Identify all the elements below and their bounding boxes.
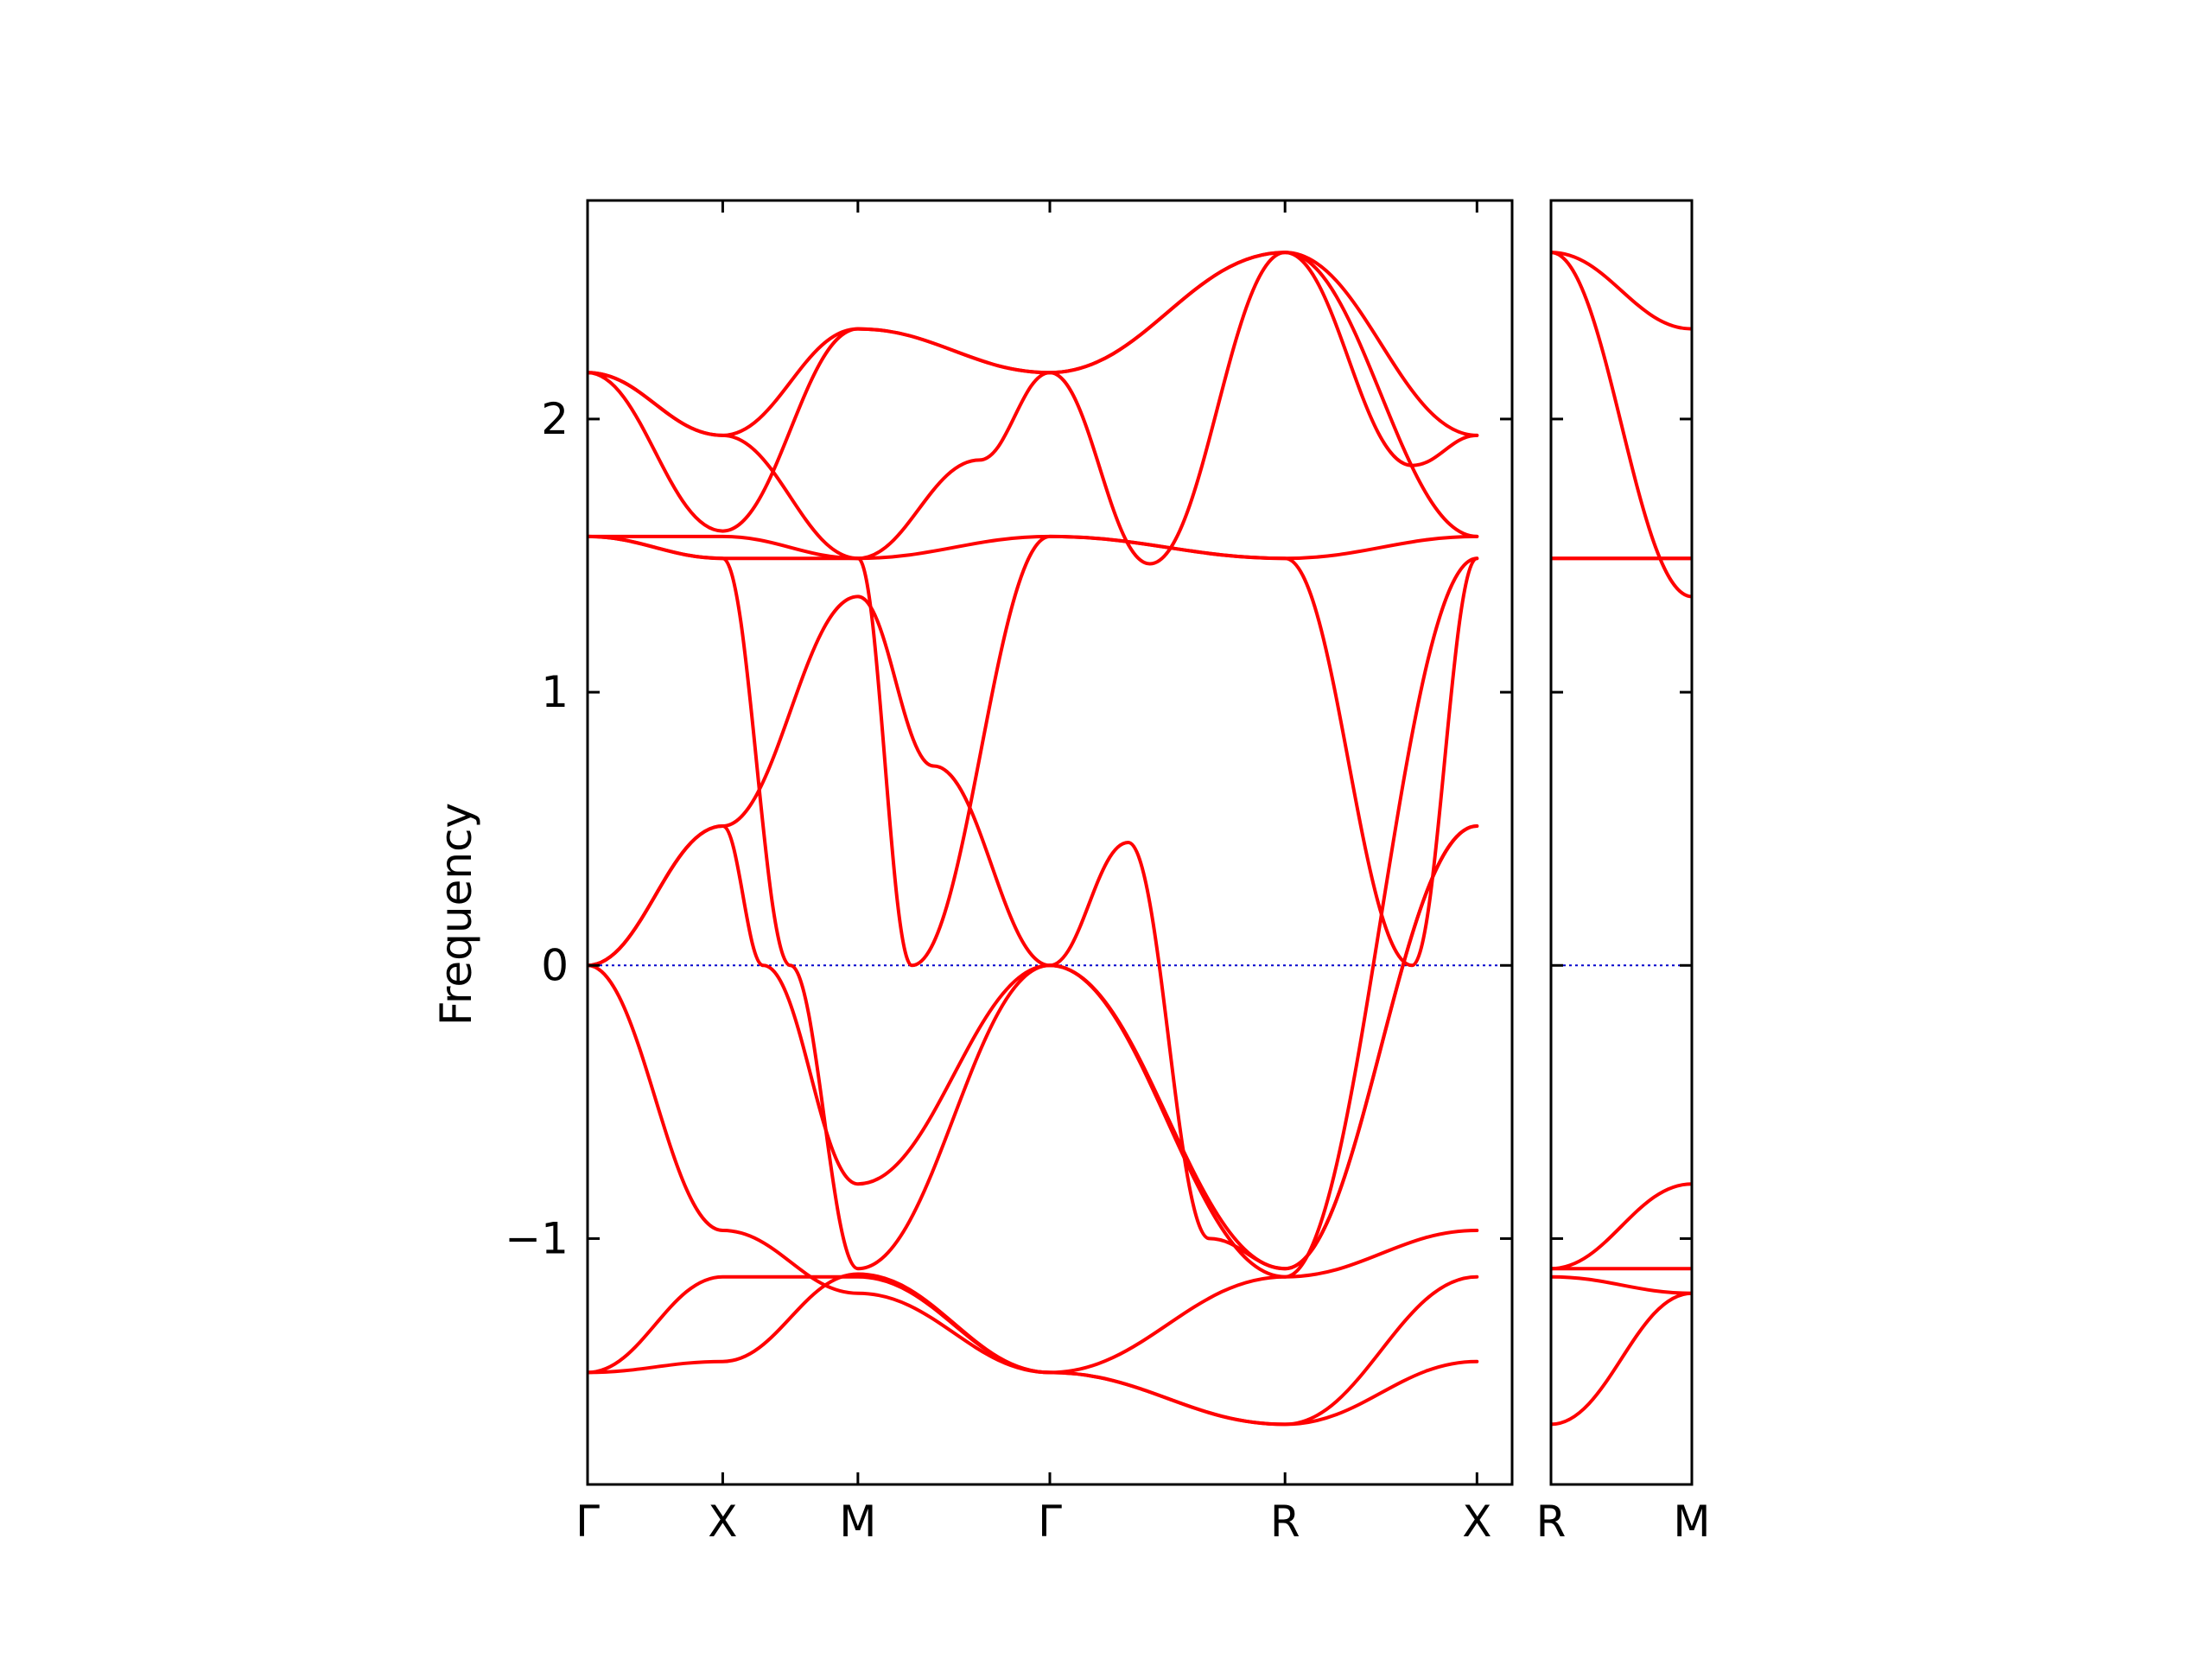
band-1-8 <box>588 534 1479 561</box>
band-1-7 <box>588 534 1479 968</box>
panel-1: Γ X M Γ R X −1 0 1 2 <box>505 199 1514 1547</box>
band-2-7 <box>1551 1274 1692 1295</box>
x-tick-label: Γ <box>1038 1497 1062 1547</box>
band-1-6 <box>588 534 1479 1271</box>
band-1-11 <box>588 251 1479 437</box>
plot-area-1 <box>588 251 1512 1427</box>
band-1-4 <box>588 824 1479 1271</box>
x-tick-label: R <box>1536 1497 1567 1547</box>
band-2-1 <box>1551 251 1692 331</box>
x-tick-label: Γ <box>575 1497 600 1547</box>
band-1-1 <box>588 1272 1479 1427</box>
x-tick-label: M <box>839 1497 876 1547</box>
y-tick-label: 0 <box>541 940 569 990</box>
band-1-3 <box>588 963 1479 1375</box>
panel-frame <box>586 199 1514 1486</box>
band-1-9 <box>588 251 1479 566</box>
x-tick-label: X <box>708 1497 737 1547</box>
y-axis-title: Frequency <box>431 803 481 1026</box>
y-axis-title-group: Frequency <box>431 803 481 1026</box>
panel-frame <box>1549 199 1694 1486</box>
plot-area-2 <box>1551 251 1692 1427</box>
band-1-5 <box>588 556 1479 1279</box>
band-2-2 <box>1551 251 1692 599</box>
x-tick-label: R <box>1270 1497 1300 1547</box>
band-1-10 <box>588 251 1479 561</box>
x-tick-label: M <box>1673 1497 1710 1547</box>
band-2-5 <box>1551 1182 1692 1271</box>
y-tick-label: 2 <box>541 394 569 444</box>
y-tick-label: −1 <box>505 1213 569 1263</box>
y-tick-label: 1 <box>541 667 569 717</box>
x-tick-label: X <box>1462 1497 1491 1547</box>
band-1-2 <box>588 1274 1479 1427</box>
band-2-8 <box>1551 1291 1692 1427</box>
